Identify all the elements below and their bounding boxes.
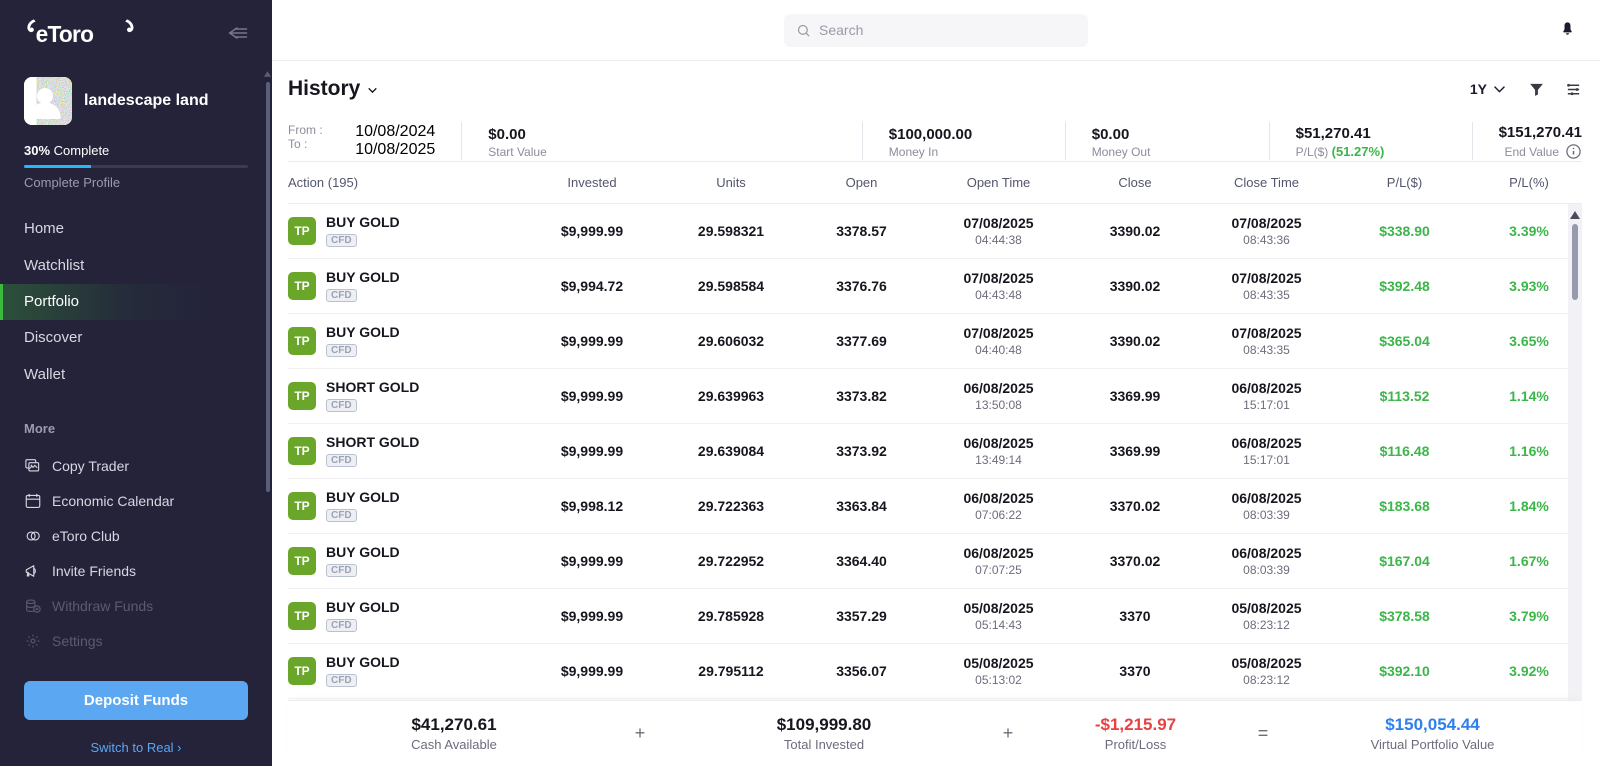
svg-text:eToro: eToro	[36, 21, 94, 47]
